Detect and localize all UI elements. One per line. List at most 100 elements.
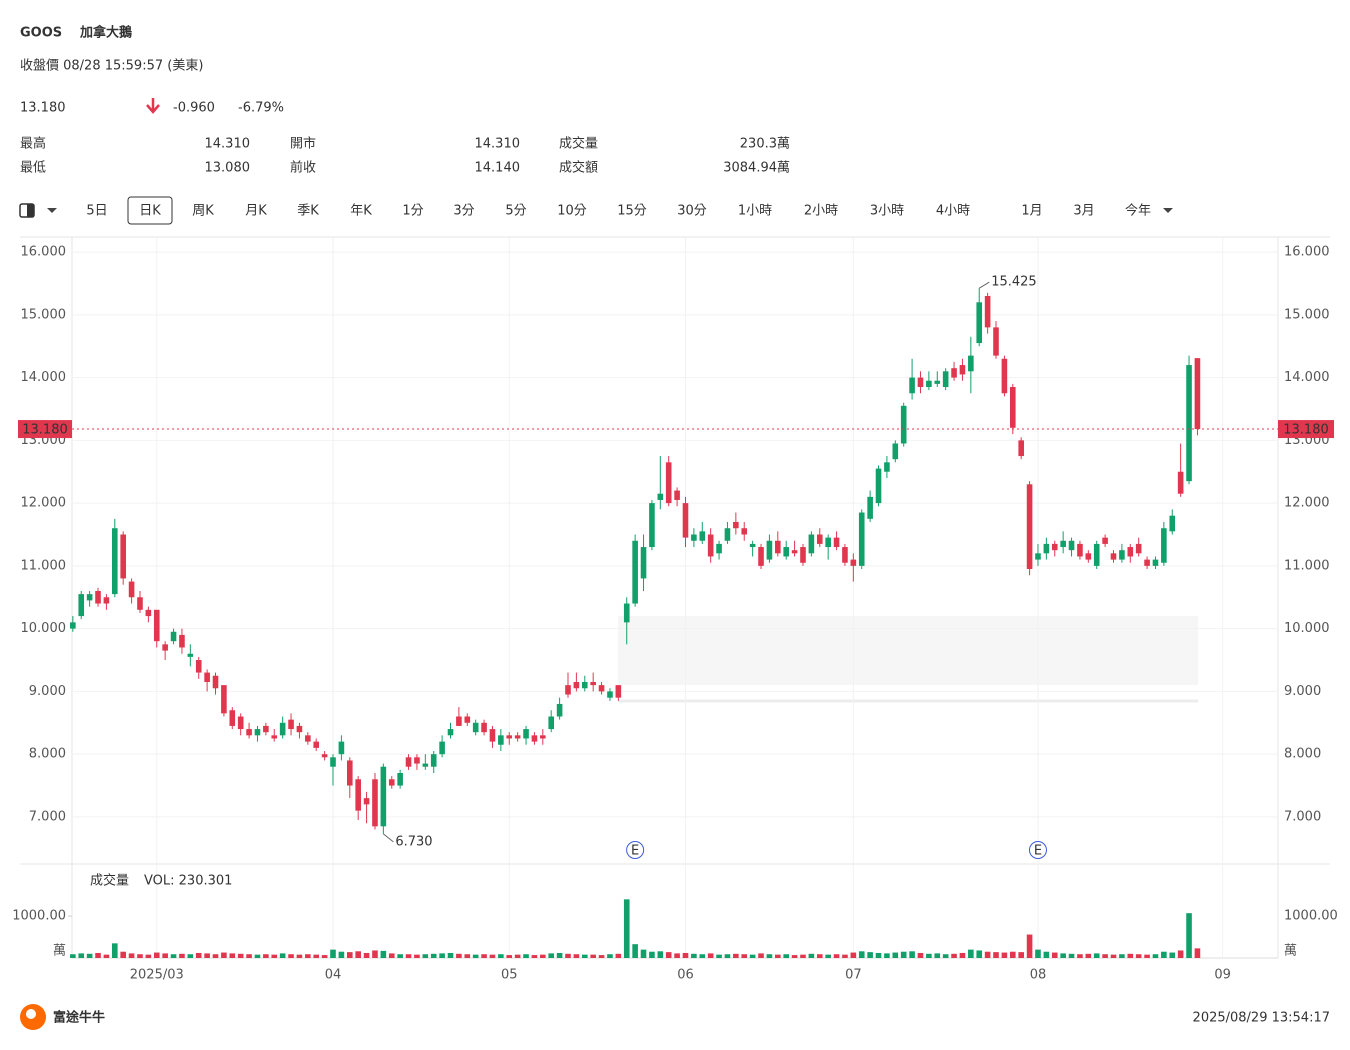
candle-body — [489, 729, 496, 742]
volume-bar — [556, 952, 563, 958]
y-tick-label: 16.000 — [1284, 245, 1330, 260]
candle-body — [1009, 387, 1016, 428]
candle-body — [607, 691, 613, 698]
volume-bar — [1127, 953, 1134, 958]
y-tick-label: 11.000 — [21, 558, 67, 573]
volume-tick-label: 1000.00 — [1284, 909, 1338, 924]
ticker: GOOS — [20, 26, 62, 41]
candle-body — [221, 685, 227, 714]
stat-value: 14.310 — [205, 137, 251, 152]
candle-body — [179, 634, 185, 648]
candle-body — [800, 547, 806, 563]
volume-tick-label: 1000.00 — [12, 909, 66, 924]
toolbar-item[interactable]: 日K — [139, 204, 161, 219]
volume-bar — [439, 953, 445, 958]
volume-bar — [187, 954, 194, 958]
candle-body — [1085, 553, 1092, 560]
candle-body — [598, 685, 605, 692]
volume-bar — [867, 952, 873, 958]
toolbar-item[interactable]: 3分 — [453, 204, 474, 219]
volume-bar — [330, 949, 336, 958]
volume-unit: 萬 — [53, 944, 66, 959]
candle-body — [388, 779, 395, 786]
x-tick-label: 08 — [1030, 968, 1047, 983]
candle-body — [959, 365, 966, 375]
event-marker[interactable] — [1028, 841, 1047, 859]
toolbar-item[interactable]: 10分 — [557, 204, 587, 219]
volume-bar — [263, 954, 269, 958]
volume-bar — [472, 954, 479, 958]
volume-bar — [968, 949, 974, 958]
x-tick-label: 07 — [845, 968, 862, 983]
toolbar-item[interactable]: 15分 — [617, 204, 647, 219]
dropdown-icon[interactable] — [47, 208, 57, 213]
toolbar-item[interactable]: 今年 — [1125, 203, 1151, 219]
candle-body — [749, 543, 756, 548]
toolbar-item[interactable]: 1小時 — [738, 204, 772, 219]
down-arrow — [146, 98, 160, 114]
volume-bar — [1077, 954, 1083, 958]
toolbar-item[interactable]: 5日 — [86, 204, 107, 219]
volume-bar — [103, 954, 110, 958]
candle-body — [926, 380, 932, 388]
toolbar-item[interactable]: 30分 — [677, 204, 707, 219]
y-tick-label: 7.000 — [1284, 809, 1321, 824]
candle-body — [581, 681, 588, 689]
toolbar-item[interactable]: 3小時 — [870, 204, 904, 219]
volume-bar — [590, 954, 596, 958]
candle-body — [1060, 540, 1066, 548]
volume-bar — [363, 952, 370, 958]
candle-body — [321, 754, 328, 758]
volume-bar — [1119, 954, 1125, 958]
toolbar-item[interactable]: 1月 — [1021, 204, 1042, 219]
volume-bar — [733, 953, 739, 958]
stat-value: 14.140 — [475, 161, 521, 176]
volume-bar — [699, 954, 706, 958]
candle-body — [1026, 484, 1033, 570]
candle-body — [548, 716, 555, 730]
candle-body — [833, 537, 840, 548]
toolbar-item[interactable]: 5分 — [505, 204, 526, 219]
toolbar-item[interactable]: 1分 — [402, 204, 423, 219]
candle-body — [195, 660, 202, 673]
volume-bar — [506, 955, 513, 958]
volume-bar — [271, 954, 278, 958]
volume-bar — [724, 954, 731, 958]
volume-bar — [640, 949, 647, 958]
candle-body — [187, 653, 194, 657]
toolbar-item[interactable]: 季K — [297, 204, 319, 219]
volume-bar — [246, 954, 252, 958]
volume-bar — [481, 954, 487, 958]
volume-bar — [665, 952, 672, 958]
candle-body — [464, 716, 471, 723]
candle-body — [808, 534, 815, 554]
volume-bar — [1068, 953, 1075, 958]
toolbar-item[interactable]: 3月 — [1073, 204, 1094, 219]
candle-body — [1102, 537, 1108, 544]
candle-body — [305, 735, 311, 742]
toolbar-item[interactable]: 4小時 — [936, 204, 970, 219]
candle-body — [212, 675, 219, 689]
y-tick-label: 14.000 — [21, 370, 67, 385]
volume-bar — [615, 953, 622, 958]
toolbar-item[interactable]: 月K — [245, 204, 267, 219]
dropdown-icon[interactable] — [1163, 208, 1173, 213]
candle-body — [766, 540, 773, 560]
candle-body — [858, 512, 865, 566]
annotation-leader — [978, 281, 990, 289]
toolbar-item[interactable]: 周K — [192, 204, 214, 219]
toolbar-item[interactable]: 年K — [350, 204, 372, 219]
candle-body — [1068, 540, 1075, 551]
stat-value: 230.3萬 — [740, 137, 790, 152]
candle-body — [791, 550, 798, 554]
event-marker[interactable] — [626, 841, 645, 859]
candle-body — [867, 496, 873, 519]
toolbar-item[interactable]: 2小時 — [804, 204, 838, 219]
volume-bar — [884, 953, 890, 958]
last-price-label: 13.180 — [22, 423, 68, 438]
candle-body — [1035, 553, 1041, 560]
x-tick-label: 05 — [501, 968, 518, 983]
y-tick-label: 15.000 — [1284, 307, 1330, 322]
x-tick-label: 06 — [677, 968, 694, 983]
candle-body — [523, 729, 529, 739]
